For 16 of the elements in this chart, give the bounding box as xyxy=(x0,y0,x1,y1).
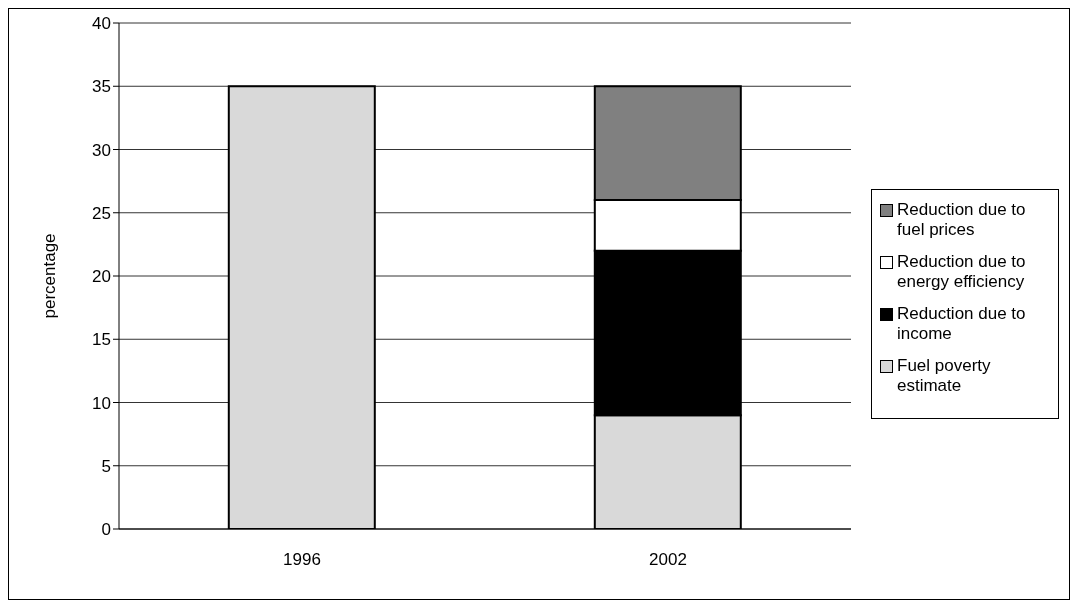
legend-label: Fuel poverty estimate xyxy=(897,356,992,396)
y-tick-label: 40 xyxy=(92,14,111,34)
y-tick-label: 30 xyxy=(92,140,111,160)
legend-label: Reduction due to income xyxy=(897,304,1027,344)
legend-label: Reduction due to energy efficiency xyxy=(897,252,1027,292)
legend-label: Reduction due to fuel prices xyxy=(897,200,1027,240)
y-tick-label: 35 xyxy=(92,77,111,97)
y-tick-label: 15 xyxy=(92,330,111,350)
y-tick-label: 20 xyxy=(92,267,111,287)
y-tick-label: 10 xyxy=(92,393,111,413)
y-tick-label: 5 xyxy=(101,456,111,476)
y-tick-label: 25 xyxy=(92,203,111,223)
y-tick-label: 0 xyxy=(101,520,111,540)
x-tick-label: 1996 xyxy=(283,550,321,570)
y-axis-title: percentage xyxy=(40,233,60,319)
x-tick-label: 2002 xyxy=(649,550,687,570)
